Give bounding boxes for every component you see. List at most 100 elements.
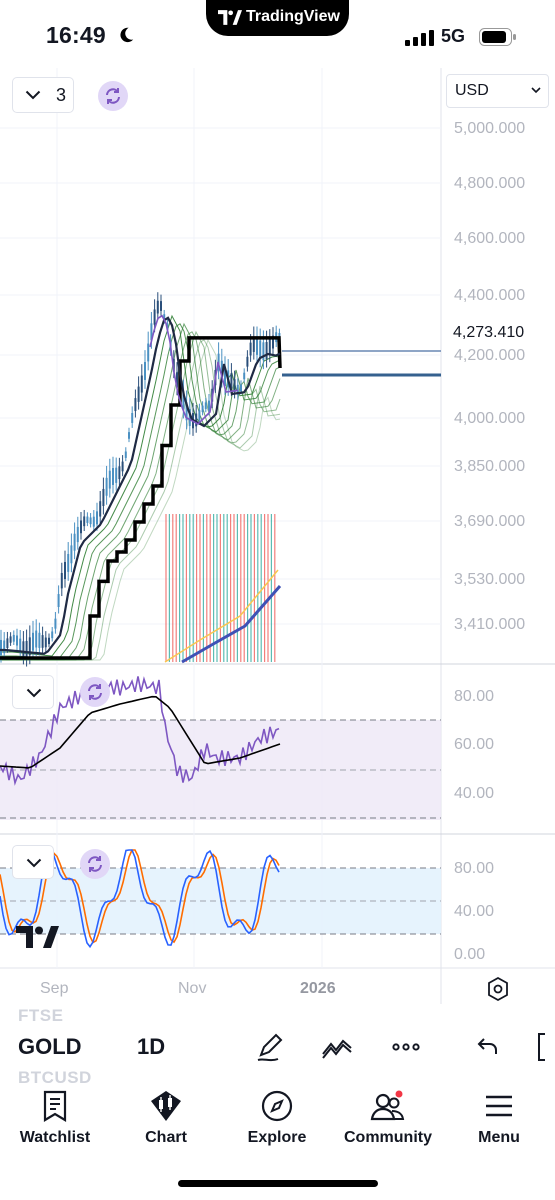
tradingview-brand: TradingView — [246, 8, 340, 25]
nav-explore[interactable]: Explore — [222, 1090, 332, 1154]
candle-body — [182, 391, 185, 410]
symbol-ghost-prev[interactable]: FTSE — [18, 1006, 64, 1025]
step-trend-line — [0, 336, 282, 660]
price-axis-label: 4,400.000 — [454, 287, 526, 304]
chart-canvas[interactable] — [0, 68, 555, 1004]
price-candles — [0, 292, 281, 667]
candle-body — [230, 373, 233, 389]
interval-button[interactable]: 1D — [137, 1034, 166, 1059]
menu-icon — [486, 1095, 512, 1117]
candle-body — [153, 309, 156, 325]
candle-body — [99, 501, 102, 517]
price-axis-label: 4,200.000 — [454, 347, 526, 364]
purple-average-line — [149, 314, 239, 425]
candle-body — [80, 520, 82, 534]
indicators-icon[interactable] — [320, 1030, 354, 1064]
redo-icon-partial[interactable] — [533, 1030, 555, 1064]
candle-body — [185, 402, 188, 421]
sync-button[interactable] — [98, 81, 128, 111]
candle-body — [246, 356, 249, 367]
candle-body — [204, 402, 207, 409]
undo-icon[interactable] — [470, 1030, 504, 1064]
tradingview-watermark-icon — [16, 926, 59, 948]
candle-body — [131, 413, 134, 423]
rsi-axis-label: 80.00 — [454, 688, 495, 705]
nav-chart[interactable]: Chart — [111, 1090, 221, 1154]
candle-body — [224, 368, 226, 387]
candle-body — [198, 410, 201, 421]
candle-body — [163, 314, 166, 321]
indicator-legend-toggle[interactable]: 3 — [12, 77, 74, 113]
community-icon — [370, 1090, 405, 1121]
symbol-button[interactable]: GOLD — [18, 1034, 82, 1059]
rsi-average-line — [0, 695, 281, 769]
price-axis-label: 4,800.000 — [454, 175, 526, 192]
candle-body — [256, 337, 258, 355]
ema-line — [0, 338, 281, 661]
candle-body — [9, 636, 12, 643]
candle-body — [76, 526, 79, 543]
nav-menu[interactable]: Menu — [444, 1090, 554, 1154]
stoch-sync-button[interactable] — [80, 849, 110, 879]
nav-label: Community — [344, 1129, 432, 1146]
currency-select[interactable]: USD — [446, 74, 549, 108]
more-icon[interactable] — [389, 1030, 423, 1064]
candle-body — [35, 630, 38, 648]
candle-body — [150, 323, 153, 341]
status-time: 16:49 — [46, 22, 106, 48]
candle-body — [16, 635, 18, 646]
candle-body — [137, 386, 140, 402]
nav-community[interactable]: Community — [333, 1090, 443, 1154]
price-axis-label: 4,000.000 — [454, 410, 526, 427]
rsi-axis-label: 60.00 — [454, 736, 495, 753]
tradingview-logo-icon — [218, 10, 242, 25]
volume-profile — [165, 514, 276, 662]
candle-body — [134, 398, 137, 412]
symbol-ghost-next[interactable]: BTCUSD — [18, 1068, 92, 1087]
candle-body — [19, 638, 22, 652]
battery-icon — [479, 28, 516, 46]
candle-body — [83, 516, 86, 527]
chevron-down-icon — [26, 858, 42, 868]
candle-body — [220, 360, 223, 379]
nav-watchlist[interactable]: Watchlist — [0, 1090, 110, 1154]
ema-line — [0, 322, 281, 661]
candle-body — [102, 488, 105, 506]
price-axis-label: 3,410.000 — [454, 616, 526, 633]
candle-body — [268, 339, 271, 355]
candle-body — [48, 637, 50, 645]
pen-icon[interactable] — [254, 1030, 288, 1064]
candle-body — [25, 640, 28, 659]
ema-line — [0, 330, 281, 661]
rsi-sync-button[interactable] — [80, 677, 110, 707]
candle-body — [86, 516, 89, 523]
status-bar: 16:49 TradingView 5G — [0, 0, 555, 68]
candle-body — [144, 362, 146, 380]
tradingview-pill[interactable]: TradingView — [206, 0, 349, 36]
candle-body — [249, 342, 252, 356]
candle-body — [262, 342, 265, 361]
candle-body — [240, 384, 242, 392]
stoch-pane-toggle[interactable] — [12, 845, 54, 879]
candle-body — [12, 634, 15, 642]
price-axis-label: 3,690.000 — [454, 513, 526, 530]
price-average-line — [0, 316, 281, 655]
chart-settings-icon[interactable] — [485, 976, 511, 1002]
candle-body — [41, 635, 44, 648]
chart-area[interactable]: 5,000.000 4,800.000 4,600.000 4,400.000 … — [0, 68, 555, 1004]
candle-body — [32, 632, 34, 651]
sync-icon — [106, 88, 120, 104]
candle-body — [92, 516, 95, 527]
rsi-pane-toggle[interactable] — [12, 675, 54, 709]
candle-body — [57, 594, 60, 608]
candle-body — [272, 335, 274, 349]
candle-body — [156, 300, 159, 314]
candle-body — [265, 342, 268, 360]
nav-label: Chart — [145, 1129, 187, 1146]
rsi-axis-label: 40.00 — [454, 785, 495, 802]
candle-body — [51, 631, 54, 639]
nav-label: Explore — [247, 1129, 307, 1146]
compass-icon — [261, 1090, 293, 1122]
ema-ribbon — [0, 314, 281, 661]
candle-body — [124, 451, 127, 458]
